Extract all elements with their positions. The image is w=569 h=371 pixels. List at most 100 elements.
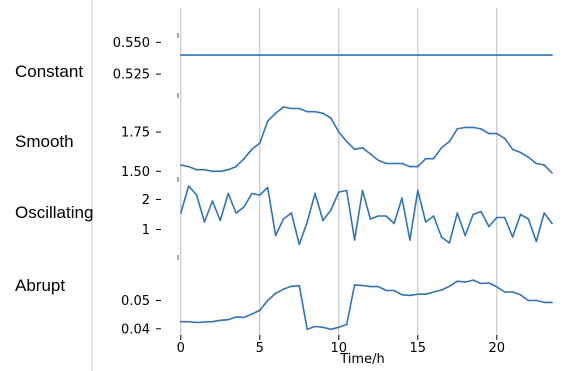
data-point xyxy=(235,165,237,168)
data-point xyxy=(322,219,324,222)
data-point xyxy=(330,117,332,119)
data-point xyxy=(330,209,332,211)
data-point xyxy=(369,153,372,155)
data-point xyxy=(464,234,467,237)
data-point xyxy=(535,162,538,165)
data-point xyxy=(235,212,237,214)
data-point xyxy=(330,328,332,331)
data-point xyxy=(361,146,364,149)
x-tick-label: 10 xyxy=(331,341,348,356)
data-point xyxy=(527,156,530,158)
panel-oscillating: Oscillating 1 2 xyxy=(15,177,553,246)
data-point xyxy=(385,162,388,165)
data-point xyxy=(551,301,553,304)
data-point xyxy=(361,189,364,192)
data-point xyxy=(345,189,348,192)
data-point xyxy=(551,222,553,225)
data-point xyxy=(180,212,182,214)
data-point xyxy=(227,192,229,195)
data-point xyxy=(282,106,285,108)
data-point xyxy=(361,284,364,287)
y-tick-label: 1.75 xyxy=(121,126,150,141)
data-point xyxy=(211,320,214,323)
data-point xyxy=(440,146,443,149)
data-point xyxy=(211,170,214,173)
data-point xyxy=(424,221,427,223)
data-point xyxy=(377,285,380,288)
data-point xyxy=(440,236,443,238)
data-point xyxy=(306,110,309,113)
data-point xyxy=(322,326,324,329)
data-point xyxy=(322,112,324,115)
x-tick-label: 0 xyxy=(177,341,185,356)
data-point xyxy=(290,285,293,288)
y-tick-label: 2 xyxy=(142,193,150,208)
x-tick-label: 15 xyxy=(410,341,427,356)
data-point xyxy=(259,142,261,144)
x-tick-label: 5 xyxy=(256,341,264,356)
data-point xyxy=(338,131,340,133)
data-point xyxy=(180,54,182,56)
data-point xyxy=(511,236,514,238)
data-point xyxy=(448,242,451,244)
data-point xyxy=(464,281,467,283)
data-point xyxy=(282,218,285,220)
data-point xyxy=(385,289,388,292)
data-point xyxy=(401,197,403,199)
data-point xyxy=(503,291,506,293)
data-point xyxy=(266,120,269,122)
data-point xyxy=(243,316,245,319)
panel-abrupt: Abrupt 0.04 0.05 xyxy=(15,255,553,337)
data-point xyxy=(448,140,451,143)
data-point xyxy=(527,218,530,220)
data-point xyxy=(227,168,229,171)
data-point xyxy=(480,210,482,213)
x-tick-label: 20 xyxy=(489,341,506,356)
data-point xyxy=(243,157,245,160)
data-point xyxy=(298,107,301,110)
data-point xyxy=(345,323,348,326)
data-point xyxy=(314,192,316,195)
row-label-smooth: Smooth xyxy=(15,132,74,151)
data-point xyxy=(353,239,356,241)
row-label-constant: Constant xyxy=(15,62,83,81)
series-line-smooth xyxy=(180,106,553,174)
chart-panels: Constant 0.525 0.550 Smooth 1.50 1.75 Oscillat… xyxy=(15,33,553,337)
data-point xyxy=(432,215,435,217)
data-point xyxy=(219,319,222,322)
data-point xyxy=(456,212,459,214)
data-point xyxy=(393,289,395,292)
series-line-abrupt xyxy=(180,279,553,331)
row-label-oscillating: Oscillating xyxy=(15,203,93,222)
data-point xyxy=(338,191,340,193)
data-point xyxy=(251,192,253,195)
data-point xyxy=(543,212,545,214)
data-point xyxy=(417,293,419,296)
data-point xyxy=(353,148,356,151)
data-point xyxy=(274,112,277,115)
row-label-abrupt: Abrupt xyxy=(15,276,65,295)
data-point xyxy=(180,320,182,323)
data-point xyxy=(488,225,490,228)
data-point xyxy=(369,285,372,288)
data-point xyxy=(519,293,522,296)
data-point xyxy=(543,164,545,166)
y-tick-label: 1 xyxy=(142,223,150,238)
data-point xyxy=(496,132,498,135)
data-point xyxy=(219,170,222,173)
data-point xyxy=(409,239,411,241)
data-point xyxy=(306,328,309,331)
data-point xyxy=(496,286,498,288)
data-point xyxy=(488,132,490,135)
y-tick-label: 0.525 xyxy=(113,68,150,83)
data-point xyxy=(472,213,474,216)
y-tick-label: 1.50 xyxy=(121,165,150,180)
data-point xyxy=(203,321,206,323)
data-point xyxy=(187,185,190,187)
data-point xyxy=(417,189,419,192)
data-point xyxy=(243,206,245,208)
data-point xyxy=(480,282,482,285)
series-line-oscillating xyxy=(180,185,553,246)
data-point xyxy=(551,172,553,174)
data-point xyxy=(338,326,340,329)
